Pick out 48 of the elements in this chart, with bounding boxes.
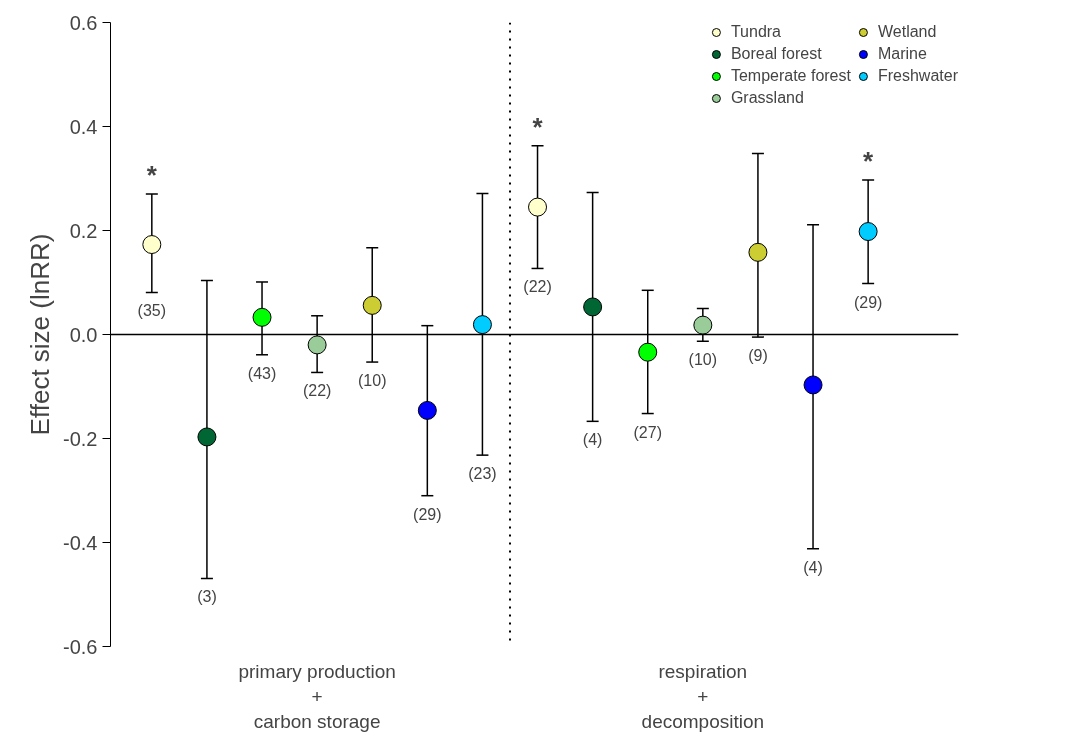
x-tick-label: respiration + decomposition [641,660,765,732]
y-tick-label: 0.6 [69,11,98,34]
y-tick-label: 0.2 [69,219,98,242]
legend-label: Tundra [730,22,782,42]
point [417,400,437,420]
point [528,197,548,217]
point [693,315,713,335]
annotation: * [146,160,158,191]
point [858,222,878,242]
legend-label: Temperate forest [730,66,851,86]
annotation: (23) [468,465,497,483]
point [142,235,162,255]
annotation: (10) [358,372,387,390]
point [252,307,272,327]
annotation: (22) [302,382,332,400]
point [307,335,327,355]
annotation: (9) [748,347,768,365]
y-tick-label: -0.6 [63,635,98,658]
legend-label: Marine [877,44,927,64]
annotation: (27) [633,423,662,441]
legend-label: Grassland [730,88,804,108]
point [583,297,603,317]
annotation: (10) [688,351,718,369]
annotation: (35) [137,302,167,320]
annotation: (29) [853,293,883,311]
y-axis-title: Effect size (lnRR) [25,233,56,436]
y-tick-label: 0.4 [69,115,98,138]
y-tick-label: -0.2 [63,427,98,450]
x-tick-label: primary production + carbon storage [238,660,396,732]
annotation: (3) [197,588,217,606]
annotation: * [532,111,544,142]
point [638,342,658,362]
legend-label: Boreal forest [730,44,822,64]
annotation: * [863,146,875,177]
point [748,242,768,262]
annotation: (22) [523,278,552,296]
legend-label: Wetland [877,22,937,42]
annotation: (29) [413,505,442,523]
point [197,427,217,447]
legend-label: Freshwater [877,66,958,86]
annotation: (43) [247,364,277,382]
annotation: (4) [803,558,823,576]
y-tick-label: 0.0 [69,323,98,346]
point [803,375,823,395]
y-tick-label: -0.4 [63,531,98,554]
point [472,315,492,335]
point [362,295,382,315]
annotation: (4) [582,431,603,449]
